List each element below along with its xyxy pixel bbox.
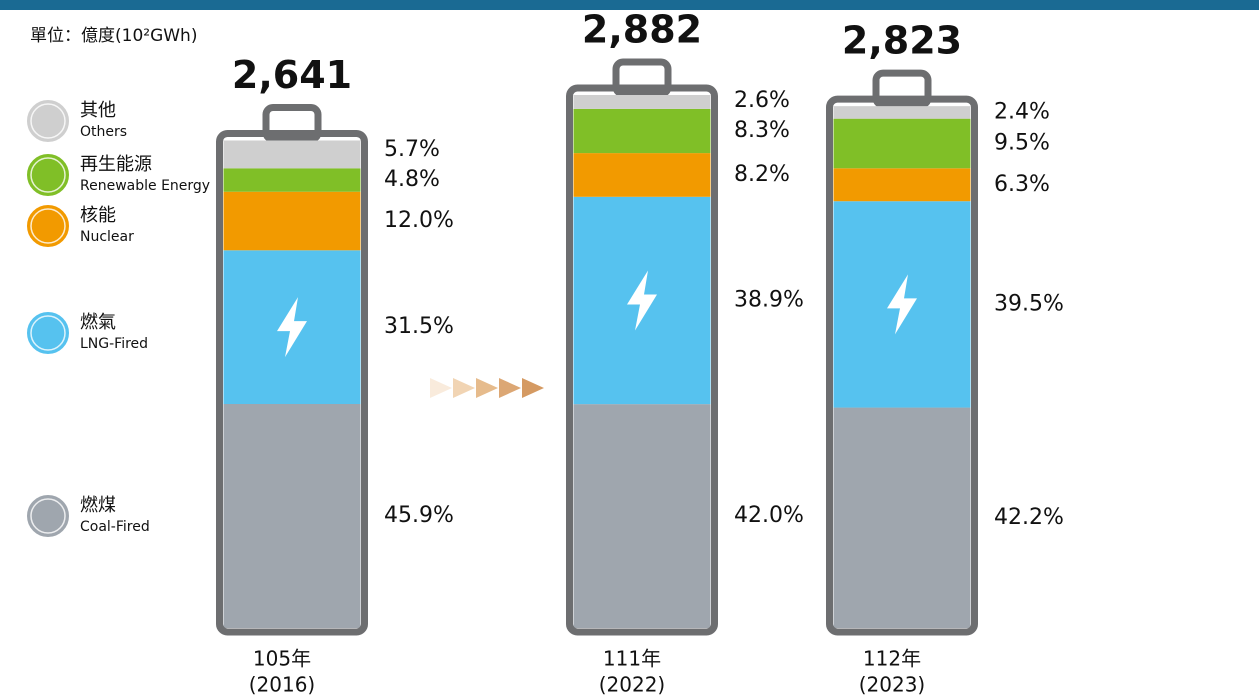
x-tick-sublabel: (2016) (249, 673, 316, 697)
value-label: 12.0% (384, 208, 454, 233)
legend-label-en: Others (80, 124, 127, 140)
segment (223, 404, 361, 628)
segment (573, 404, 711, 628)
legend-label: 燃氣 (80, 312, 116, 333)
segment (833, 118, 971, 169)
value-label: 38.9% (734, 287, 804, 312)
arrow (476, 378, 498, 398)
legend-icon (25, 310, 71, 356)
legend-icon (25, 98, 71, 144)
legend-icon (25, 203, 71, 249)
legend-label-en: Nuclear (80, 229, 134, 245)
arrow (522, 378, 544, 398)
arrow (430, 378, 452, 398)
value-label: 42.2% (994, 505, 1064, 530)
legend-icon-ring (30, 315, 66, 351)
legend-icon (25, 493, 71, 539)
value-label: 5.7% (384, 137, 440, 162)
value-label: 39.5% (994, 291, 1064, 316)
legend-icon-ring (30, 103, 66, 139)
segment (573, 153, 711, 197)
unit-label: 單位：億度(10²GWh) (30, 26, 197, 46)
arrow (499, 378, 521, 398)
legend-label: 其他 (80, 100, 116, 121)
segment (573, 108, 711, 154)
value-label: 45.9% (384, 503, 454, 528)
x-tick-label: 105年 (253, 647, 311, 671)
legend-label-en: Renewable Energy (80, 178, 210, 194)
segment (573, 95, 711, 109)
legend-label: 燃煤 (80, 495, 116, 516)
segment (833, 407, 971, 628)
value-label: 9.5% (994, 130, 1050, 155)
value-label: 8.2% (734, 162, 790, 187)
battery-cap (872, 69, 932, 109)
legend-label-en: Coal-Fired (80, 519, 150, 535)
arrow (453, 378, 475, 398)
legend-icon-ring (30, 208, 66, 244)
value-label: 42.0% (734, 503, 804, 528)
segment (223, 168, 361, 192)
total-label: 2,882 (582, 8, 702, 52)
segment (223, 140, 361, 169)
value-label: 2.4% (994, 99, 1050, 124)
x-tick-sublabel: (2022) (599, 673, 666, 697)
battery-body (566, 84, 718, 636)
battery-cap (612, 58, 672, 98)
value-label: 4.8% (384, 167, 440, 192)
segment (833, 168, 971, 202)
value-label: 31.5% (384, 314, 454, 339)
total-label: 2,641 (232, 53, 352, 97)
top-band (0, 0, 1259, 10)
value-label: 2.6% (734, 88, 790, 113)
progress-arrows (430, 378, 544, 398)
legend-label-en: LNG-Fired (80, 336, 148, 352)
x-tick-sublabel: (2023) (859, 673, 926, 697)
battery-body (216, 129, 368, 636)
legend-label: 核能 (80, 205, 116, 226)
x-tick-label: 112年 (863, 647, 921, 671)
segment (833, 106, 971, 119)
value-label: 8.3% (734, 118, 790, 143)
segment (223, 191, 361, 251)
battery-body (826, 95, 978, 636)
battery-cap (262, 103, 322, 143)
legend-label: 再生能源 (80, 154, 152, 175)
legend-icon-ring (30, 498, 66, 534)
bolt-icon (887, 274, 917, 335)
bolt-icon (627, 270, 657, 331)
total-label: 2,823 (842, 19, 962, 63)
legend-icon-ring (30, 157, 66, 193)
bolt-icon (277, 297, 307, 358)
legend-icon (25, 152, 71, 198)
x-tick-label: 111年 (603, 647, 661, 671)
value-label: 6.3% (994, 172, 1050, 197)
